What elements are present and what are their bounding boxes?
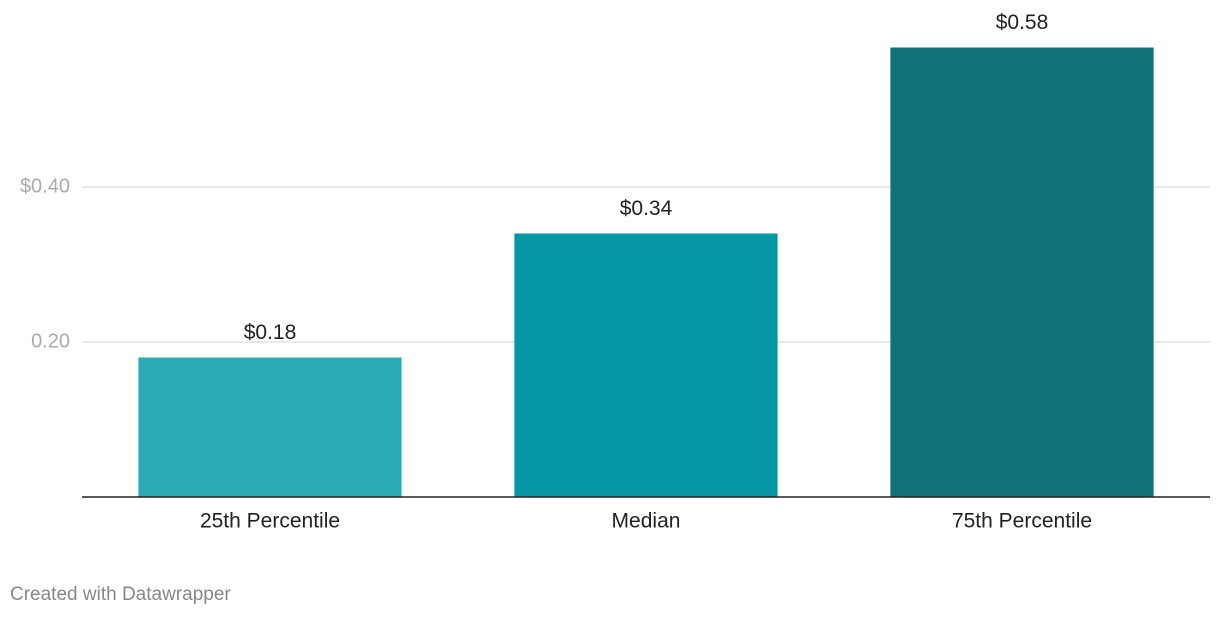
value-label: $0.58 bbox=[996, 11, 1049, 34]
y-tick-label: $0.40 bbox=[20, 175, 70, 197]
x-tick-label: 25th Percentile bbox=[200, 510, 340, 533]
value-label: $0.18 bbox=[244, 321, 297, 344]
value-label: $0.34 bbox=[620, 197, 673, 220]
credit: Created with Datawrapper bbox=[10, 584, 231, 605]
bar bbox=[890, 47, 1154, 497]
bar bbox=[514, 233, 778, 497]
bar bbox=[138, 357, 402, 497]
x-tick-label: 75th Percentile bbox=[952, 510, 1092, 533]
x-tick-label: Median bbox=[612, 510, 681, 533]
y-tick-label: 0.20 bbox=[31, 330, 70, 352]
